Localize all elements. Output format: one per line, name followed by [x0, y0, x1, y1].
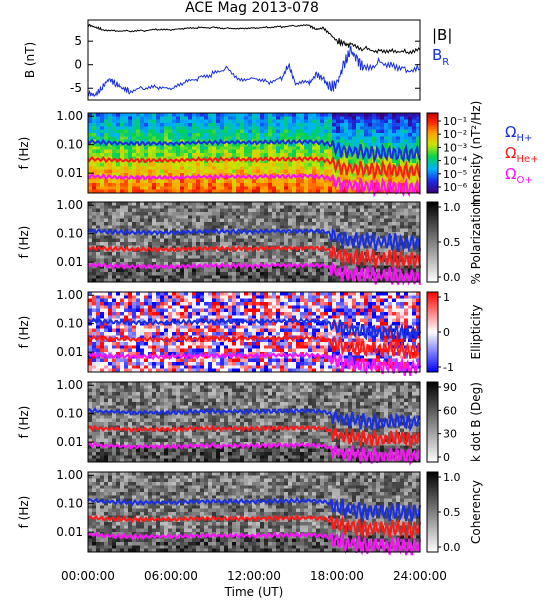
- kdotb-ylabel: f (Hz): [17, 406, 31, 439]
- colorbar-tick-label: 0.0: [443, 541, 461, 554]
- polarization-colorbar: 1.0 0.5 0.0 % Polarization: [426, 200, 483, 285]
- colorbar-tick-label: 10⁻³: [443, 141, 467, 154]
- legend-omega-he: ΩHe+: [505, 144, 539, 165]
- omega_he-line: [87, 424, 421, 450]
- freq-ytick-label: 0.10: [56, 497, 83, 511]
- omega_he-line: [87, 514, 421, 539]
- magnetic-field-ylabel: B (nT): [23, 42, 37, 78]
- freq-ytick-label: 1.00: [56, 109, 83, 123]
- colorbar-tick-label: 0: [443, 326, 450, 339]
- ellipticity-colorbar: 1 0 -1 Ellipticity: [426, 291, 483, 374]
- colorbar-tick-label: 1: [443, 291, 450, 304]
- figure-title: ACE Mag 2013-078: [185, 0, 319, 16]
- freq-ytick-label: 0.10: [56, 317, 83, 331]
- kdotb-colorbar: 90 60 30 0 k dot B (Deg): [426, 381, 483, 464]
- colorbar-tick-label: -1: [443, 361, 454, 374]
- coherency-colorbar: 1.0 0.5 0.0 Coherency: [426, 471, 483, 554]
- x-tick-label: 18:00:00: [310, 569, 364, 583]
- colorbar-tick-label: 90: [443, 381, 457, 394]
- b-r-line: [87, 45, 421, 98]
- intensity-colorbar-label: Intensity (nT²/Hz): [469, 101, 483, 206]
- freq-ytick-label: 0.10: [56, 227, 83, 241]
- freq-ytick-label: 0.10: [56, 407, 83, 421]
- x-tick-label: 12:00:00: [227, 569, 281, 583]
- kdotb-panel: 1.00 0.10 0.01 f (Hz) 90 60 30 0 k dot B (Deg): [17, 378, 483, 467]
- coherency-panel: 1.00 0.10 0.01 f (Hz) 1.0 0.5 0.0 Coherency: [17, 468, 483, 556]
- coherency-ylabel: f (Hz): [17, 496, 31, 529]
- magnetic-field-panel: 5 0 -5 B (nT) |B| BR: [23, 19, 452, 101]
- polarization-panel: 1.00 0.10 0.01 f (Hz) 1.0 0.5 0.0 % Polarizatio…: [17, 198, 483, 287]
- freq-ytick-label: 0.10: [56, 138, 83, 152]
- omega_o-line: [87, 351, 421, 376]
- coherency-colorbar-label: Coherency: [469, 480, 483, 544]
- x-axis: 00:00:00 06:00:00 12:00:00 18:00:00 24:00:00…: [61, 569, 447, 599]
- x-tick-label: 24:00:00: [393, 569, 447, 583]
- omega_o-line: [87, 172, 421, 198]
- omega_he-line: [87, 155, 421, 181]
- omega_he-line: [87, 334, 421, 359]
- magnetic-field-frame: [87, 19, 421, 101]
- colorbar-tick-label: 0.0: [443, 271, 461, 284]
- b-ytick-label: 5: [74, 34, 82, 48]
- freq-ytick-label: 1.00: [56, 468, 83, 482]
- legend-omega-h: ΩH+: [505, 123, 532, 144]
- freq-ytick-label: 0.01: [56, 525, 83, 539]
- omega_h-line: [87, 138, 421, 164]
- omega_h-line: [87, 407, 421, 433]
- legend-b-total: |B|: [432, 26, 452, 44]
- polarization-frame: [87, 201, 421, 283]
- colorbar-tick-label: 0.5: [443, 506, 461, 519]
- coherency-frame: [87, 471, 421, 553]
- omega_he-line: [87, 244, 421, 270]
- legend-omega-o: ΩO+: [505, 165, 533, 186]
- ellipticity-ylabel: f (Hz): [17, 316, 31, 349]
- polarization-colorbar-label: % Polarization: [469, 200, 483, 285]
- omega_h-line: [87, 317, 421, 342]
- colorbar-tick-label: 1.0: [443, 201, 461, 214]
- colorbar-tick-label: 1.0: [443, 471, 461, 484]
- colorbar-tick-label: 60: [443, 404, 457, 417]
- freq-ytick-label: 0.01: [56, 255, 83, 269]
- x-tick-label: 00:00:00: [61, 569, 115, 583]
- x-axis-label: Time (UT): [224, 585, 284, 599]
- colorbar-tick-label: 10⁻¹: [443, 115, 467, 128]
- kdotb-colorbar-label: k dot B (Deg): [469, 382, 483, 462]
- omega_o-line: [87, 531, 421, 556]
- b-total-line: [87, 23, 421, 55]
- intensity-frame: [87, 112, 421, 194]
- gyrofrequency-legend: ΩH+ ΩHe+ ΩO+: [505, 123, 539, 186]
- colorbar-tick-label: 0: [443, 451, 450, 464]
- colorbar-tick-label: 10⁻⁶: [443, 181, 468, 194]
- kdotb-frame: [87, 381, 421, 463]
- intensity-colorbar: 10⁻¹10⁻²10⁻³10⁻⁴10⁻⁵10⁻⁶ Intensity (nT²/H…: [426, 101, 483, 206]
- intensity-panel: 1.00 0.10 0.01 f (Hz) 10⁻¹10⁻²10⁻³10⁻⁴10⁻⁵10…: [17, 101, 483, 206]
- colorbar-tick-label: 30: [443, 428, 457, 441]
- colorbar-tick-label: 10⁻²: [443, 128, 467, 141]
- freq-ytick-label: 1.00: [56, 198, 83, 212]
- colorbar-tick-label: 0.5: [443, 236, 461, 249]
- x-tick-label: 06:00:00: [144, 569, 198, 583]
- freq-ytick-label: 1.00: [56, 288, 83, 302]
- b-ytick-label: 0: [74, 58, 82, 72]
- ellipticity-panel: 1.00 0.10 0.01 f (Hz) 1 0 -1 Ellipticity: [17, 288, 483, 376]
- colorbar-tick-label: 10⁻⁵: [443, 168, 467, 181]
- colorbar-tick-label: 10⁻⁴: [443, 155, 468, 168]
- omega_o-line: [87, 441, 421, 467]
- ellipticity-frame: [87, 291, 421, 373]
- intensity-ylabel: f (Hz): [17, 137, 31, 170]
- freq-ytick-label: 1.00: [56, 378, 83, 392]
- polarization-ylabel: f (Hz): [17, 226, 31, 259]
- omega_h-line: [87, 497, 421, 522]
- freq-ytick-label: 0.01: [56, 345, 83, 359]
- omega_h-line: [87, 227, 421, 253]
- ellipticity-colorbar-label: Ellipticity: [469, 305, 483, 360]
- freq-ytick-label: 0.01: [56, 435, 83, 449]
- legend-b-r: BR: [432, 46, 449, 68]
- b-ytick-label: -5: [70, 81, 82, 95]
- freq-ytick-label: 0.01: [56, 166, 83, 180]
